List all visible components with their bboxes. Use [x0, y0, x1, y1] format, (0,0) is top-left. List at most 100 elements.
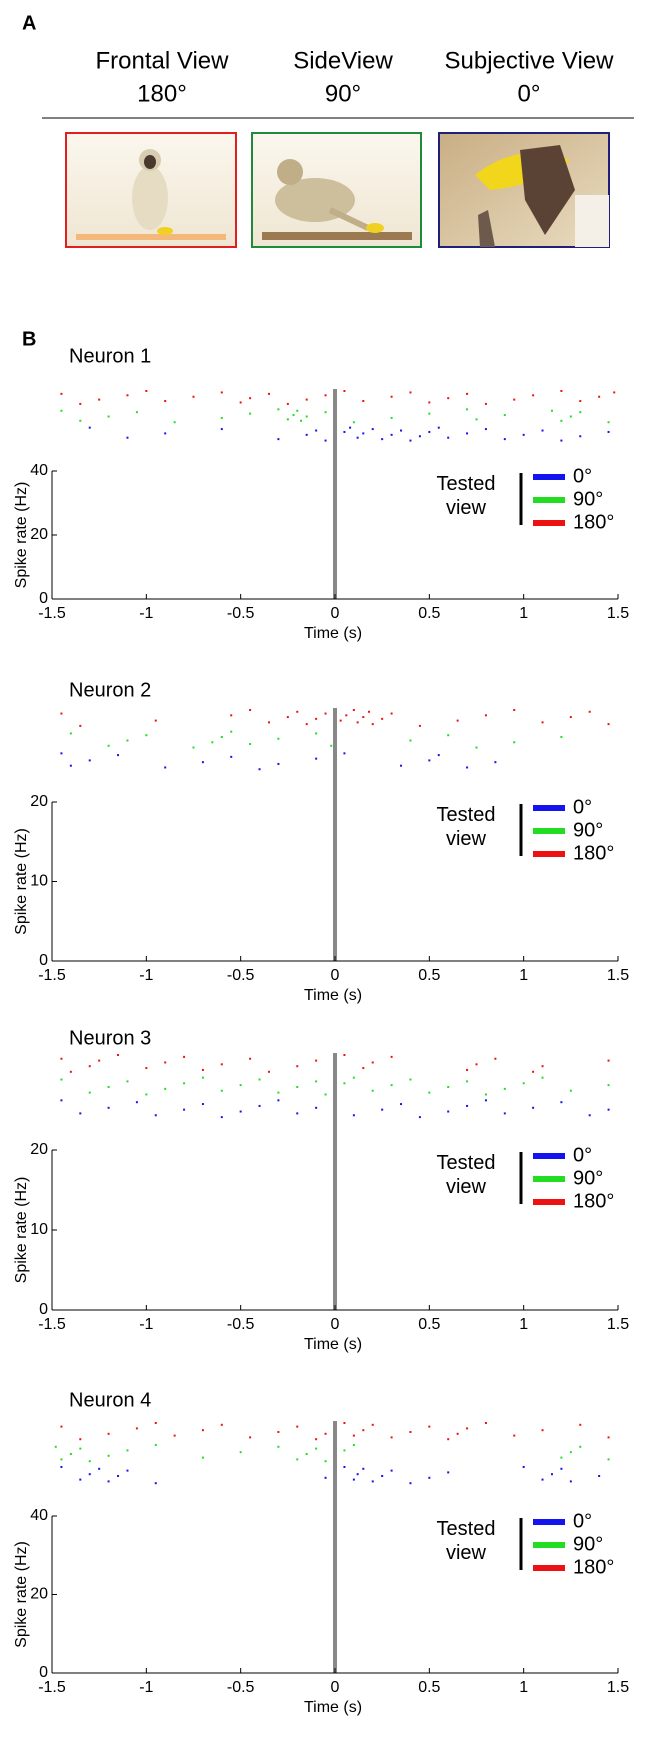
spike	[349, 426, 352, 429]
spike	[324, 411, 327, 414]
spike	[390, 712, 393, 715]
spike	[315, 757, 318, 760]
y-tick-label: 20	[30, 526, 48, 543]
spike	[352, 1444, 355, 1446]
spike	[135, 1427, 138, 1430]
spike	[381, 1475, 384, 1477]
spike	[560, 735, 563, 738]
spike	[277, 1445, 280, 1448]
spike	[305, 1453, 308, 1455]
spike	[305, 723, 308, 726]
y-tick-label: 20	[30, 793, 48, 810]
spike	[560, 390, 563, 392]
legend-label: 180°	[573, 1190, 614, 1212]
x-tick-label: -1	[139, 967, 153, 984]
spike	[466, 392, 469, 395]
spike	[428, 1425, 431, 1428]
spike	[522, 1466, 525, 1468]
spike	[550, 409, 553, 412]
spike	[532, 394, 535, 397]
legend-title-line: Tested	[437, 1152, 496, 1174]
spike	[409, 391, 412, 394]
spike	[466, 432, 469, 435]
spike	[154, 1422, 157, 1424]
spike	[390, 395, 393, 398]
spike	[343, 1054, 346, 1056]
spike	[607, 421, 610, 424]
spike	[390, 433, 393, 436]
spike	[126, 739, 129, 742]
legend-title-line: view	[446, 497, 487, 519]
spike	[447, 436, 450, 439]
legend-title-line: Tested	[437, 1518, 496, 1540]
spike	[315, 717, 318, 720]
y-tick-label: 20	[30, 1141, 48, 1158]
spike	[324, 712, 327, 715]
spike	[220, 735, 223, 738]
y-tick-label: 10	[30, 1221, 48, 1238]
spike	[343, 390, 346, 392]
spike	[607, 1084, 610, 1087]
spike	[352, 1114, 355, 1117]
spike	[220, 391, 223, 394]
legend-label: 90°	[573, 488, 603, 510]
spike	[466, 1080, 469, 1083]
spike	[296, 1425, 299, 1428]
y-tick-label: 40	[30, 462, 48, 479]
spike	[296, 1065, 299, 1068]
x-tick-label: -0.5	[227, 605, 255, 622]
spike	[164, 1061, 167, 1064]
legend-label: 0°	[573, 465, 592, 487]
spike	[607, 1108, 610, 1111]
spike	[192, 395, 195, 398]
spike	[220, 1089, 223, 1092]
spike	[60, 712, 63, 715]
spike	[428, 1476, 431, 1479]
spike	[343, 752, 346, 755]
y-tick-label: 40	[30, 1507, 48, 1524]
legend-label: 180°	[573, 842, 614, 864]
spike	[494, 1057, 497, 1060]
spike	[371, 1089, 374, 1092]
spike	[60, 1425, 63, 1428]
spike	[258, 1078, 261, 1081]
spike	[292, 414, 295, 417]
spike	[60, 752, 63, 755]
spike	[154, 1114, 157, 1117]
x-tick-label: 0.5	[418, 967, 440, 984]
spike	[267, 392, 270, 395]
spike	[69, 732, 72, 735]
spike	[277, 1099, 280, 1102]
spike	[201, 1076, 204, 1079]
spike	[352, 1434, 355, 1437]
spike	[588, 710, 591, 713]
spike	[324, 1476, 327, 1479]
spike	[428, 759, 431, 762]
spike	[296, 1458, 299, 1461]
legend-label: 180°	[573, 511, 614, 533]
spike	[390, 1436, 393, 1439]
x-axis-label: Time (s)	[304, 625, 362, 642]
spike	[428, 412, 431, 415]
spike	[447, 734, 450, 737]
x-tick-label: -1	[139, 1679, 153, 1696]
spike	[541, 1076, 544, 1079]
spike	[117, 1475, 120, 1477]
spike	[352, 421, 355, 424]
spike	[192, 746, 195, 749]
y-tick-label: 0	[39, 590, 48, 607]
x-tick-label: 1.5	[607, 967, 629, 984]
x-tick-label: 0.5	[418, 1679, 440, 1696]
spike	[126, 1080, 129, 1083]
spike	[352, 1076, 355, 1079]
spike	[428, 401, 431, 404]
spike	[579, 435, 582, 438]
spike	[98, 398, 101, 401]
view-angle: 180°	[137, 80, 187, 107]
chart-title: Neuron 3	[69, 1027, 151, 1049]
legend-label: 90°	[573, 819, 603, 841]
spike	[447, 1471, 450, 1474]
x-tick-label: -1.5	[38, 967, 66, 984]
spike	[513, 1434, 516, 1437]
